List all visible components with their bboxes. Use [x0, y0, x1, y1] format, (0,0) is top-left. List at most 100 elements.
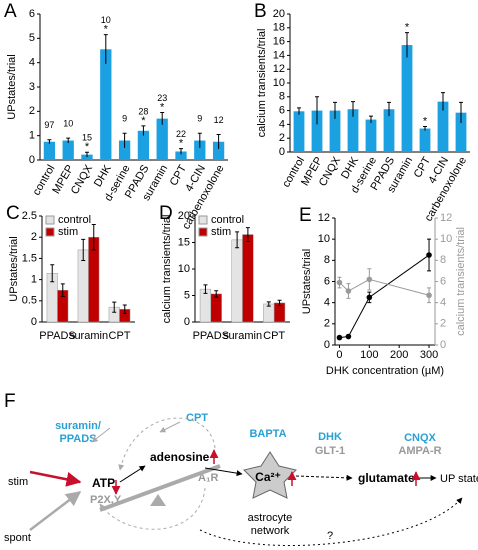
y-tick-label: 0 [324, 339, 330, 351]
arrow [99, 487, 206, 530]
error-bar [459, 101, 463, 124]
y2-tick-label: 12 [440, 212, 452, 224]
label: astrocyte [248, 512, 293, 524]
error-bar [423, 125, 427, 131]
y-tick-label: 6 [324, 275, 330, 287]
x-tick-label: CPT [109, 330, 131, 342]
x-tick-label: 100 [360, 349, 378, 361]
y-tick-label: 0 [184, 316, 190, 328]
y-tick-label: 0 [279, 146, 285, 158]
label: DHK [318, 431, 342, 443]
y-tick-label: 4 [279, 118, 285, 130]
bar [231, 239, 243, 323]
y-axis-label: calcium transients/trial [161, 215, 173, 324]
significance: * [85, 141, 90, 153]
bar [347, 109, 359, 152]
n-label: 9 [197, 114, 202, 124]
error-bar [333, 101, 337, 119]
astrocyte-star [243, 451, 297, 499]
y-tick-label: 3 [29, 81, 35, 93]
n-label: 10 [101, 15, 111, 25]
bar [62, 140, 74, 160]
x-tick-label: suramin [69, 330, 108, 342]
label: adenosine [150, 450, 210, 464]
error-bar [369, 115, 373, 124]
label: BAPTA [249, 428, 286, 440]
panel-label: B [254, 1, 267, 22]
y-tick-label: 2 [279, 132, 285, 144]
y2-tick-label: 2 [440, 318, 446, 330]
y-axis-label: UPstates/trial [8, 236, 20, 301]
error-bar [277, 299, 282, 307]
y-tick-label: 0.5 [22, 295, 37, 307]
bar [419, 128, 431, 152]
label: A₁R [198, 472, 218, 484]
significance: * [423, 115, 428, 127]
y-tick-label: 2 [324, 318, 330, 330]
y2-tick-label: 4 [440, 297, 446, 309]
label: ATP [92, 476, 115, 490]
error-bar [214, 290, 219, 298]
bar [455, 112, 467, 152]
y-tick-label: 14 [273, 49, 285, 61]
bar [401, 45, 413, 152]
bar [100, 49, 112, 160]
legend-label: stim [58, 226, 78, 238]
bar [43, 141, 56, 160]
point [336, 334, 343, 341]
legend-swatch [45, 215, 55, 225]
error-bar [141, 125, 146, 136]
bar [175, 151, 187, 160]
bar [210, 293, 222, 323]
error-bar [160, 112, 165, 125]
y-tick-label: 2 [31, 231, 37, 243]
y-tick-label: 2.5 [22, 210, 37, 222]
y2-tick-label: 0 [440, 339, 446, 351]
point [336, 279, 343, 286]
lever [99, 464, 221, 512]
panel-label: A [4, 1, 17, 22]
bar [194, 140, 206, 160]
x-tick-label: 300 [420, 349, 438, 361]
x-tick-label: PPADS [39, 330, 75, 342]
error-bar [179, 148, 183, 155]
error-bar [103, 34, 108, 64]
y-tick-label: 1 [29, 130, 35, 142]
y-tick-label: 20 [178, 210, 190, 222]
y-tick-label: 16 [273, 36, 285, 48]
error-bar [81, 238, 86, 262]
y-tick-label: 4 [324, 297, 330, 309]
n-label: 15 [82, 133, 92, 143]
x-tick-label: suramin [223, 330, 262, 342]
bar [212, 141, 225, 160]
significance: * [405, 22, 410, 34]
y2-tick-label: 10 [440, 233, 452, 245]
error-bar [60, 283, 65, 298]
label: stim [8, 476, 28, 488]
error-bar [47, 139, 52, 144]
n-label: 28 [138, 106, 148, 116]
series-line [339, 254, 430, 339]
error-bar [441, 92, 445, 111]
label: Ca²⁺ [255, 470, 281, 484]
legend-label: stim [211, 226, 231, 238]
bar [311, 110, 323, 152]
label: CPT [186, 412, 208, 424]
label: network [251, 525, 290, 537]
bar [329, 110, 341, 152]
label: glutamate [358, 471, 415, 485]
error-bar [216, 133, 221, 150]
n-label: 10 [63, 118, 73, 128]
y-tick-label: 8 [279, 91, 285, 103]
arrow [91, 427, 111, 443]
arrow [295, 474, 353, 481]
legend-swatch [198, 227, 208, 237]
significance: * [141, 115, 146, 127]
bar [137, 130, 150, 160]
label: suramin/ [55, 420, 101, 432]
legend-label: control [211, 214, 244, 226]
error-bar [203, 284, 208, 294]
bar [242, 234, 254, 323]
arrow [204, 467, 243, 477]
